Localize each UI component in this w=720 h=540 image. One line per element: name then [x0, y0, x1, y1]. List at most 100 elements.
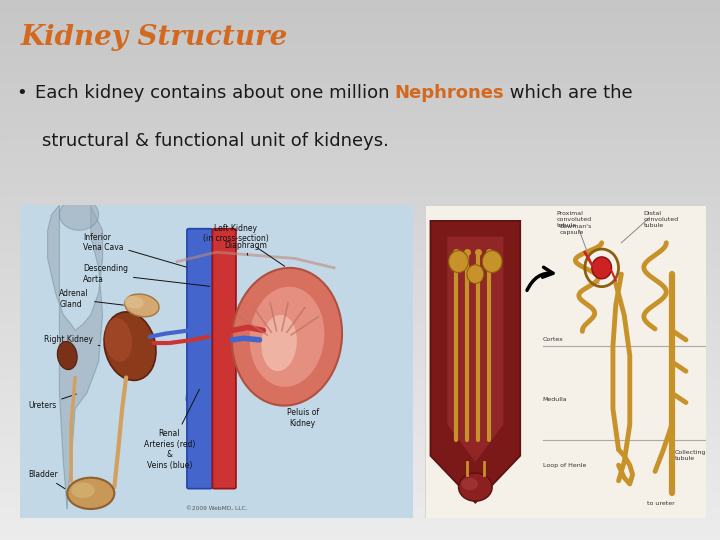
Bar — [0, 170, 720, 173]
Bar — [0, 443, 720, 445]
Bar — [0, 38, 720, 40]
Bar — [0, 408, 720, 410]
Bar — [0, 356, 720, 359]
Bar — [0, 286, 720, 289]
Text: Proximal
convoluted
tubule: Proximal convoluted tubule — [557, 212, 592, 228]
Bar — [0, 440, 720, 443]
Bar — [0, 308, 720, 310]
Bar — [0, 464, 720, 467]
Bar — [0, 351, 720, 354]
Bar — [0, 84, 720, 86]
Bar — [0, 3, 720, 5]
FancyArrowPatch shape — [527, 267, 553, 291]
Bar — [0, 324, 720, 327]
Bar — [0, 500, 720, 502]
Circle shape — [592, 257, 611, 279]
Bar — [0, 383, 720, 386]
Bar — [0, 14, 720, 16]
Text: Distal
convoluted
tubule: Distal convoluted tubule — [644, 212, 679, 228]
Bar — [0, 475, 720, 478]
Bar — [0, 51, 720, 54]
Bar — [0, 86, 720, 89]
Bar — [0, 416, 720, 418]
Bar — [0, 459, 720, 462]
Text: ©2009 WebMD, LLC.: ©2009 WebMD, LLC. — [186, 505, 247, 511]
Bar — [0, 281, 720, 284]
Bar — [0, 176, 720, 178]
Ellipse shape — [104, 312, 156, 380]
Bar — [0, 319, 720, 321]
Bar — [0, 343, 720, 346]
Bar — [0, 505, 720, 508]
Bar — [0, 132, 720, 135]
Bar — [0, 424, 720, 427]
Text: Right Kidney: Right Kidney — [44, 335, 100, 346]
Bar — [0, 332, 720, 335]
Bar — [0, 148, 720, 151]
Bar — [0, 313, 720, 316]
Bar — [0, 405, 720, 408]
Bar — [0, 167, 720, 170]
Bar — [0, 143, 720, 146]
Bar — [0, 81, 720, 84]
Bar — [0, 532, 720, 535]
Bar — [0, 5, 720, 8]
Bar — [0, 392, 720, 394]
Bar — [0, 213, 720, 216]
Bar — [0, 327, 720, 329]
Ellipse shape — [250, 287, 325, 387]
Bar — [0, 251, 720, 254]
Text: Adrenal
Gland: Adrenal Gland — [60, 289, 123, 309]
Bar — [0, 127, 720, 130]
Bar — [0, 54, 720, 57]
Bar — [0, 89, 720, 92]
Bar — [0, 389, 720, 392]
Bar — [0, 173, 720, 176]
Bar — [0, 491, 720, 494]
Bar — [0, 0, 720, 3]
Bar — [0, 413, 720, 416]
Bar — [0, 27, 720, 30]
Text: Descending
Aorta: Descending Aorta — [83, 265, 210, 286]
Polygon shape — [431, 221, 521, 503]
Text: Ureters: Ureters — [28, 394, 76, 410]
Bar — [0, 292, 720, 294]
Bar — [0, 221, 720, 224]
Bar — [0, 108, 720, 111]
Bar — [0, 373, 720, 375]
Bar — [0, 113, 720, 116]
Text: Loop of Henle: Loop of Henle — [543, 463, 586, 468]
Bar — [0, 49, 720, 51]
Bar — [0, 68, 720, 70]
Bar — [0, 227, 720, 229]
Bar — [0, 135, 720, 138]
Bar — [0, 138, 720, 140]
Text: Each kidney contains about one million: Each kidney contains about one million — [35, 84, 395, 102]
Bar — [0, 451, 720, 454]
Bar — [0, 354, 720, 356]
Bar — [0, 22, 720, 24]
Bar — [0, 284, 720, 286]
Bar — [0, 122, 720, 124]
Bar — [0, 381, 720, 383]
Bar — [0, 335, 720, 338]
Bar — [0, 362, 720, 364]
Bar — [0, 410, 720, 413]
Bar — [0, 502, 720, 505]
Bar — [0, 103, 720, 105]
Bar — [0, 154, 720, 157]
Bar — [0, 518, 720, 521]
Bar — [0, 238, 720, 240]
Bar — [0, 230, 720, 232]
Bar — [0, 205, 720, 208]
Bar — [0, 367, 720, 370]
Bar — [0, 270, 720, 273]
Bar — [0, 235, 720, 238]
Bar — [0, 100, 720, 103]
Bar — [0, 116, 720, 119]
Bar — [0, 510, 720, 513]
Bar — [0, 300, 720, 302]
Bar — [0, 375, 720, 378]
FancyBboxPatch shape — [212, 228, 236, 489]
Text: Inferior
Vena Cava: Inferior Vena Cava — [83, 233, 186, 267]
